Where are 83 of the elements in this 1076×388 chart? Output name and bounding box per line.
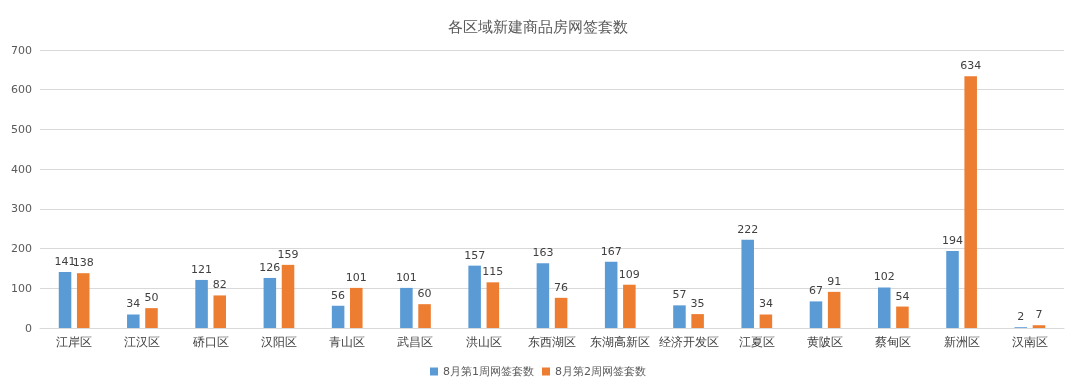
data-label: 121 xyxy=(191,262,213,276)
data-label: 222 xyxy=(737,222,759,236)
x-tick-label: 东湖高新区 xyxy=(590,335,651,349)
data-label: 115 xyxy=(482,265,504,279)
bar xyxy=(145,308,158,328)
legend-label: 8月第1周网签套数 xyxy=(443,365,534,378)
data-label: 634 xyxy=(960,59,982,73)
data-label: 57 xyxy=(672,288,687,302)
data-label: 82 xyxy=(212,278,227,292)
data-label: 157 xyxy=(464,248,486,262)
bar xyxy=(554,297,568,328)
x-tick-label: 东西湖区 xyxy=(528,335,576,349)
y-tick-label: 400 xyxy=(11,162,32,176)
bar xyxy=(827,291,841,328)
y-tick-label: 0 xyxy=(25,321,32,335)
y-tick-label: 300 xyxy=(11,202,32,216)
x-tick-label: 汉南区 xyxy=(1011,335,1048,349)
bar xyxy=(877,287,891,328)
data-label: 159 xyxy=(277,247,299,261)
bar xyxy=(195,279,208,328)
data-label: 34 xyxy=(126,297,141,311)
bar xyxy=(946,250,959,328)
data-label: 91 xyxy=(827,274,842,288)
data-label: 126 xyxy=(259,260,281,274)
x-tick-label: 蔡甸区 xyxy=(875,335,912,349)
data-label: 194 xyxy=(942,233,964,247)
bar xyxy=(759,314,773,328)
y-tick-label: 600 xyxy=(11,83,32,97)
bar xyxy=(691,314,704,328)
legend-label: 8月第2周网签套数 xyxy=(555,365,646,378)
bar xyxy=(58,272,72,328)
x-tick-label: 硚口区 xyxy=(191,335,229,349)
bar xyxy=(468,265,481,328)
bar xyxy=(673,305,686,328)
data-label: 76 xyxy=(554,280,569,294)
bar xyxy=(263,277,277,328)
bar xyxy=(213,295,227,328)
bar xyxy=(896,306,909,328)
bar xyxy=(964,76,977,328)
x-tick-label: 经济开发区 xyxy=(658,335,719,349)
data-label: 60 xyxy=(417,287,432,301)
data-label: 2 xyxy=(1017,310,1025,324)
x-tick-label: 武昌区 xyxy=(397,335,434,349)
data-label: 34 xyxy=(758,297,773,311)
bar xyxy=(1032,325,1046,328)
bar xyxy=(281,264,295,328)
data-label: 56 xyxy=(331,288,346,302)
data-label: 163 xyxy=(532,246,554,260)
data-label: 67 xyxy=(808,284,823,298)
data-label: 101 xyxy=(345,270,367,284)
x-tick-label: 江岸区 xyxy=(56,335,93,349)
y-tick-label: 200 xyxy=(11,242,32,256)
bar xyxy=(76,273,90,328)
x-tick-label: 汉阳区 xyxy=(260,335,297,349)
x-tick-label: 江汉区 xyxy=(124,335,161,349)
x-tick-label: 江夏区 xyxy=(738,335,775,349)
data-label: 35 xyxy=(690,297,705,311)
chart-title: 各区域新建商品房网签套数 xyxy=(448,17,628,36)
bar xyxy=(418,304,431,328)
bar xyxy=(604,261,618,328)
bar xyxy=(486,282,500,328)
data-label: 167 xyxy=(600,244,622,258)
data-label: 50 xyxy=(144,291,159,305)
bar xyxy=(741,239,754,328)
y-tick-label: 700 xyxy=(11,43,32,57)
bar xyxy=(536,263,550,328)
data-label: 109 xyxy=(618,267,640,281)
bar xyxy=(127,314,140,328)
x-tick-label: 洪山区 xyxy=(465,335,502,349)
x-tick-label: 黄陂区 xyxy=(807,335,844,349)
x-tick-label: 新洲区 xyxy=(943,335,980,349)
data-label: 7 xyxy=(1035,308,1043,322)
bar xyxy=(350,287,363,328)
bar xyxy=(400,287,413,328)
bar xyxy=(809,301,823,328)
bar xyxy=(331,305,345,328)
data-label: 54 xyxy=(895,289,910,303)
bar xyxy=(623,284,636,328)
data-label: 102 xyxy=(873,270,895,284)
y-tick-label: 500 xyxy=(11,122,32,136)
x-tick-label: 青山区 xyxy=(329,335,366,349)
y-tick-label: 100 xyxy=(11,281,32,295)
data-label: 101 xyxy=(395,270,417,284)
